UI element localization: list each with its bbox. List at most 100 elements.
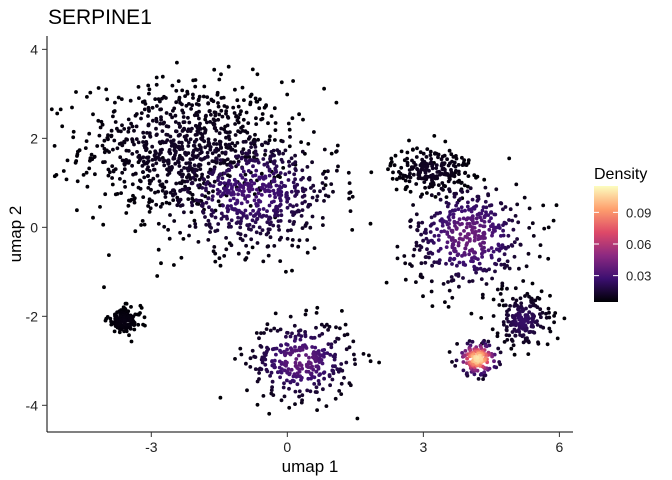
data-point — [276, 187, 281, 192]
data-point — [480, 247, 484, 252]
data-point — [223, 130, 228, 134]
data-point — [329, 345, 334, 350]
data-point — [219, 96, 224, 100]
data-point — [299, 177, 303, 182]
data-point — [266, 121, 270, 126]
data-point — [250, 218, 255, 223]
data-point — [350, 194, 355, 199]
data-point — [475, 212, 480, 217]
data-point — [466, 184, 470, 189]
data-point — [390, 176, 395, 181]
data-point — [497, 257, 502, 262]
data-point — [269, 391, 274, 396]
data-point — [458, 197, 463, 201]
data-point — [454, 168, 458, 173]
data-point — [119, 191, 123, 196]
data-point — [259, 367, 264, 372]
data-point — [219, 108, 224, 113]
data-point — [489, 246, 494, 250]
data-point — [502, 252, 507, 257]
data-point — [300, 398, 304, 403]
data-point — [239, 219, 243, 224]
data-point — [177, 164, 182, 168]
data-point — [106, 167, 111, 172]
data-point — [367, 353, 371, 358]
data-point — [464, 225, 469, 230]
data-point — [493, 269, 497, 274]
data-point — [276, 174, 280, 179]
data-point — [146, 83, 151, 88]
data-point — [206, 218, 211, 223]
data-point — [505, 286, 509, 291]
data-point — [107, 150, 111, 154]
data-point — [257, 225, 262, 230]
data-point — [505, 325, 509, 329]
data-point — [320, 181, 325, 185]
data-point — [263, 152, 267, 157]
data-point — [505, 338, 510, 342]
data-point — [477, 261, 482, 266]
data-point — [176, 133, 181, 138]
data-point — [137, 96, 141, 100]
data-point — [433, 195, 438, 199]
data-point — [498, 247, 502, 251]
data-point — [459, 205, 464, 210]
data-point — [395, 177, 399, 182]
data-point — [450, 262, 454, 266]
data-point — [487, 203, 492, 208]
data-point — [474, 270, 478, 275]
data-point — [262, 105, 267, 110]
data-point — [489, 210, 493, 215]
data-point — [236, 104, 241, 109]
data-point — [291, 204, 295, 209]
data-point — [427, 185, 432, 190]
data-point — [182, 210, 186, 215]
data-point — [129, 121, 134, 126]
data-point — [538, 243, 543, 248]
data-point — [463, 208, 467, 213]
data-point — [304, 221, 309, 226]
data-point — [481, 224, 486, 229]
data-point — [492, 352, 497, 357]
data-point — [478, 223, 483, 228]
data-point — [141, 155, 146, 160]
data-point — [518, 242, 523, 247]
data-point — [414, 280, 418, 284]
data-point — [408, 171, 412, 176]
data-point — [314, 325, 318, 330]
data-point — [268, 374, 272, 378]
data-point — [467, 252, 471, 257]
data-point — [129, 197, 134, 202]
data-point — [146, 186, 151, 190]
data-point — [110, 164, 115, 169]
data-point — [290, 378, 295, 383]
data-point — [126, 126, 131, 131]
data-point — [283, 353, 287, 358]
data-point — [407, 138, 411, 143]
data-point — [180, 179, 185, 183]
data-point — [286, 178, 291, 182]
data-point — [203, 145, 208, 150]
data-point — [386, 167, 390, 172]
data-point — [450, 295, 455, 300]
data-point — [340, 309, 344, 313]
data-point — [472, 238, 477, 243]
data-point — [458, 232, 463, 237]
data-point — [237, 188, 242, 193]
data-point — [266, 230, 271, 235]
data-point — [75, 152, 80, 157]
data-point — [212, 142, 216, 146]
data-point — [120, 143, 125, 148]
data-point — [241, 169, 246, 174]
data-point — [293, 177, 297, 182]
data-point — [515, 237, 519, 241]
data-point — [147, 169, 152, 173]
data-point — [461, 260, 466, 265]
data-point — [77, 148, 82, 153]
data-point — [331, 189, 335, 194]
data-point — [209, 112, 213, 117]
data-point — [272, 191, 277, 196]
data-point — [447, 218, 452, 222]
data-point — [267, 215, 272, 220]
data-point — [243, 208, 248, 213]
